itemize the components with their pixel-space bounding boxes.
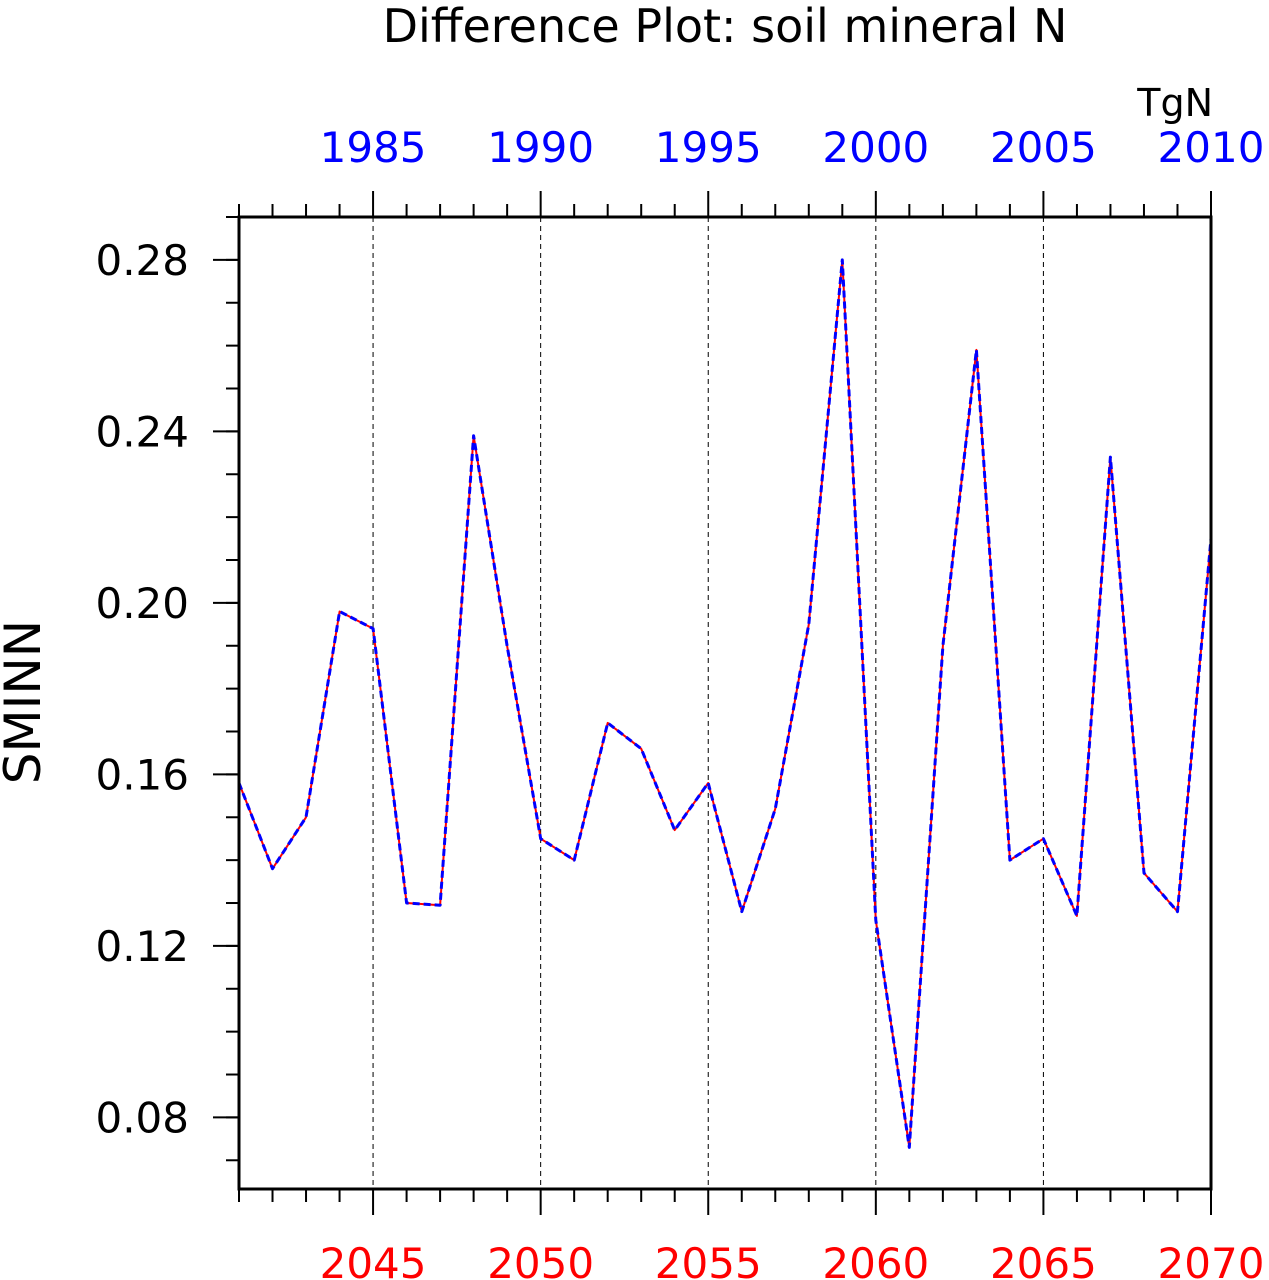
y-tick-label: 0.20 bbox=[95, 579, 189, 628]
top-tick-label: 1985 bbox=[320, 123, 427, 172]
chart-title: Difference Plot: soil mineral N bbox=[383, 0, 1068, 53]
top-tick-label: 2010 bbox=[1158, 123, 1265, 172]
y-tick-label: 0.12 bbox=[95, 922, 189, 971]
top-tick-label: 1990 bbox=[487, 123, 594, 172]
top-tick-label: 1995 bbox=[655, 123, 762, 172]
top-tick-label: 2005 bbox=[990, 123, 1097, 172]
y-tick-label: 0.24 bbox=[95, 407, 189, 456]
y-tick-label: 0.08 bbox=[95, 1093, 189, 1142]
y-tick-label: 0.28 bbox=[95, 236, 189, 285]
series-line-dashed bbox=[237, 258, 1213, 1149]
bottom-tick-label: 2050 bbox=[487, 1239, 594, 1280]
bottom-tick-label: 2045 bbox=[320, 1239, 427, 1280]
y-axis-label: SMINN bbox=[0, 620, 52, 784]
plot-frame bbox=[237, 215, 1213, 1191]
axes: 0.08 0.12 0.16 0.20 0.24 0.28 2045 2050 2055 2060… bbox=[95, 123, 1264, 1280]
bottom-tick-label: 2065 bbox=[990, 1239, 1097, 1280]
grid-lines bbox=[372, 217, 1044, 1189]
data-series bbox=[237, 258, 1213, 1149]
units-label: TgN bbox=[1136, 81, 1213, 125]
bottom-tick-label: 2070 bbox=[1158, 1239, 1265, 1280]
bottom-tick-label: 2055 bbox=[655, 1239, 762, 1280]
bottom-tick-label: 2060 bbox=[822, 1239, 929, 1280]
series-line-solid bbox=[238, 258, 1212, 1149]
y-tick-label: 0.16 bbox=[95, 750, 189, 799]
top-tick-label: 2000 bbox=[822, 123, 929, 172]
